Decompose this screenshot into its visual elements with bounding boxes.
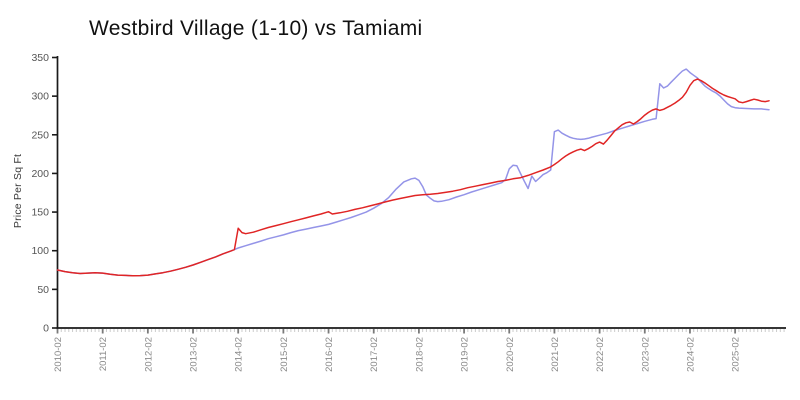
y-tick-label: 350 bbox=[31, 52, 49, 64]
y-tick-label: 200 bbox=[31, 168, 49, 180]
x-tick-label: 2010-02 bbox=[53, 337, 64, 372]
y-tick-label: 300 bbox=[31, 91, 49, 103]
x-tick-label: 2019-02 bbox=[460, 337, 471, 372]
y-tick-label: 150 bbox=[31, 207, 49, 219]
x-tick-label: 2018-02 bbox=[414, 337, 425, 372]
y-axis-label: Price Per Sq Ft bbox=[12, 153, 24, 229]
x-tick-label: 2024-02 bbox=[685, 337, 696, 372]
x-tick-label: 2017-02 bbox=[369, 337, 380, 372]
y-tick-label: 100 bbox=[31, 245, 49, 257]
chart-title: Westbird Village (1-10) vs Tamiami bbox=[89, 17, 423, 40]
x-tick-label: 2016-02 bbox=[324, 337, 335, 372]
x-tick-label: 2022-02 bbox=[595, 337, 606, 372]
x-tick-label: 2012-02 bbox=[143, 337, 154, 372]
x-tick-label: 2021-02 bbox=[550, 337, 561, 372]
x-tick-label: 2020-02 bbox=[505, 337, 516, 372]
x-tick-label: 2011-02 bbox=[98, 337, 109, 371]
x-tick-label: 2013-02 bbox=[189, 337, 200, 372]
y-tick-label: 50 bbox=[37, 284, 49, 296]
x-tick-label: 2015-02 bbox=[279, 337, 290, 372]
x-tick-label: 2025-02 bbox=[731, 337, 742, 372]
x-tick-label: 2014-02 bbox=[234, 337, 245, 372]
y-tick-label: 0 bbox=[43, 323, 49, 335]
x-tick-label: 2023-02 bbox=[640, 337, 651, 372]
y-tick-label: 250 bbox=[31, 129, 49, 141]
series-line-red bbox=[56, 78, 770, 277]
series-line-blue bbox=[56, 68, 770, 277]
